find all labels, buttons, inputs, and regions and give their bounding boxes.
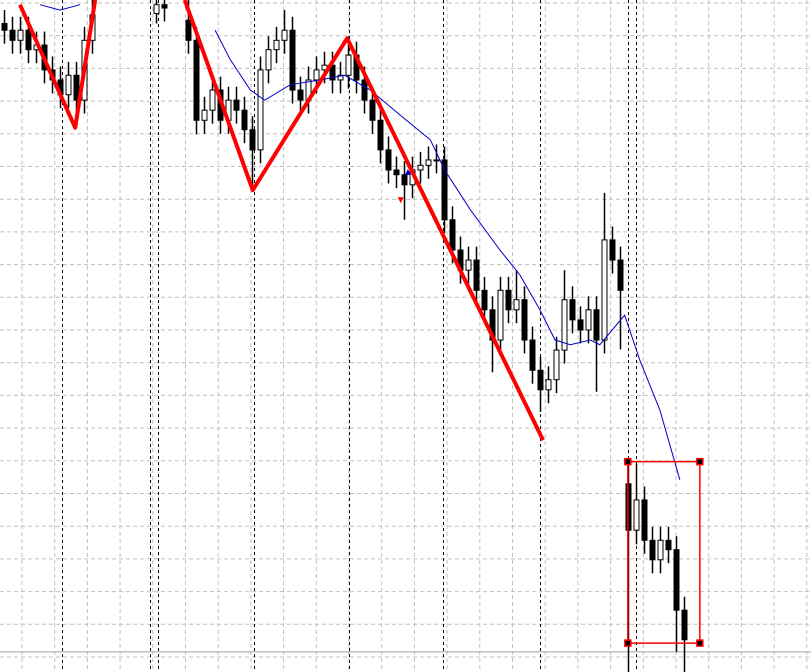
candle-bear <box>297 89 304 101</box>
moving-average-line <box>214 30 681 480</box>
candle-bear <box>385 149 392 171</box>
candle-bear <box>377 119 384 151</box>
resize-handle[interactable] <box>696 639 704 647</box>
candle-bull <box>513 299 520 311</box>
candle-bull <box>425 159 432 166</box>
candle-bear <box>9 29 16 41</box>
arrow-up-icon <box>404 169 411 176</box>
candle-bull <box>17 29 24 41</box>
resize-handle[interactable] <box>696 457 704 466</box>
candle-bull <box>601 239 608 341</box>
candle-bull <box>337 74 344 81</box>
candle-bear <box>505 289 512 311</box>
candle-bear <box>569 299 576 321</box>
candle-bear <box>441 159 448 221</box>
candle-bear <box>289 29 296 91</box>
candle-bull <box>657 539 664 561</box>
zigzag-line <box>18 0 98 130</box>
candle-bull <box>561 299 568 351</box>
candle-bull <box>153 4 160 14</box>
candle-bear <box>609 239 616 261</box>
candle-bear <box>481 289 488 311</box>
candle-bear <box>537 369 544 391</box>
candle-bear <box>401 174 408 186</box>
candle-bull <box>553 349 560 381</box>
candle-bull <box>345 54 352 76</box>
resize-handle[interactable] <box>624 639 632 647</box>
candle-bear <box>361 79 368 101</box>
candle-bear <box>1 23 8 31</box>
resize-handle[interactable] <box>624 457 632 466</box>
candle-bull <box>633 499 640 531</box>
candle-bear <box>641 499 648 541</box>
candle-bear <box>241 109 248 131</box>
candle-bear <box>449 219 456 251</box>
candle-bear <box>393 169 400 176</box>
candle-bear <box>521 299 528 341</box>
candle-bear <box>249 129 256 151</box>
candle-bear <box>161 4 168 9</box>
candles <box>1 0 688 672</box>
candle-bear <box>593 309 600 341</box>
candle-bull <box>465 259 472 271</box>
candle-bear <box>649 539 656 561</box>
selection-box[interactable] <box>627 460 701 644</box>
zigzag-line <box>182 0 545 442</box>
candle-bear <box>665 539 672 551</box>
candle-bear <box>73 74 80 101</box>
candle-bull <box>313 69 320 81</box>
candle-bear <box>617 259 624 291</box>
candle-bear <box>681 609 688 641</box>
moving-average <box>39 4 681 480</box>
candle-bull <box>585 309 592 331</box>
candle-bull <box>545 379 552 391</box>
candle-bear <box>473 259 480 291</box>
candle-bear <box>673 549 680 611</box>
period-separators <box>62 0 637 672</box>
candle-bull <box>417 164 424 171</box>
selection-rectangle[interactable] <box>624 457 704 647</box>
candle-bear <box>233 99 240 111</box>
moving-average-line <box>39 4 81 11</box>
arrows <box>397 169 411 204</box>
candle-bull <box>497 289 504 341</box>
candle-bull <box>265 49 272 71</box>
candle-bull <box>281 29 288 41</box>
candle-bear <box>577 319 584 331</box>
candle-bull <box>201 109 208 121</box>
candle-bull <box>65 74 72 96</box>
candle-bear <box>529 339 536 371</box>
candle-bear <box>185 19 192 41</box>
arrow-down-icon <box>397 197 404 204</box>
candle-bear <box>433 159 440 162</box>
zigzag <box>18 0 545 442</box>
candle-bull <box>273 39 280 51</box>
candle-bear <box>25 29 32 51</box>
candle-bear <box>193 39 200 121</box>
candle-bull <box>257 69 264 151</box>
candle-bear <box>369 99 376 121</box>
candle-bull <box>209 89 216 111</box>
